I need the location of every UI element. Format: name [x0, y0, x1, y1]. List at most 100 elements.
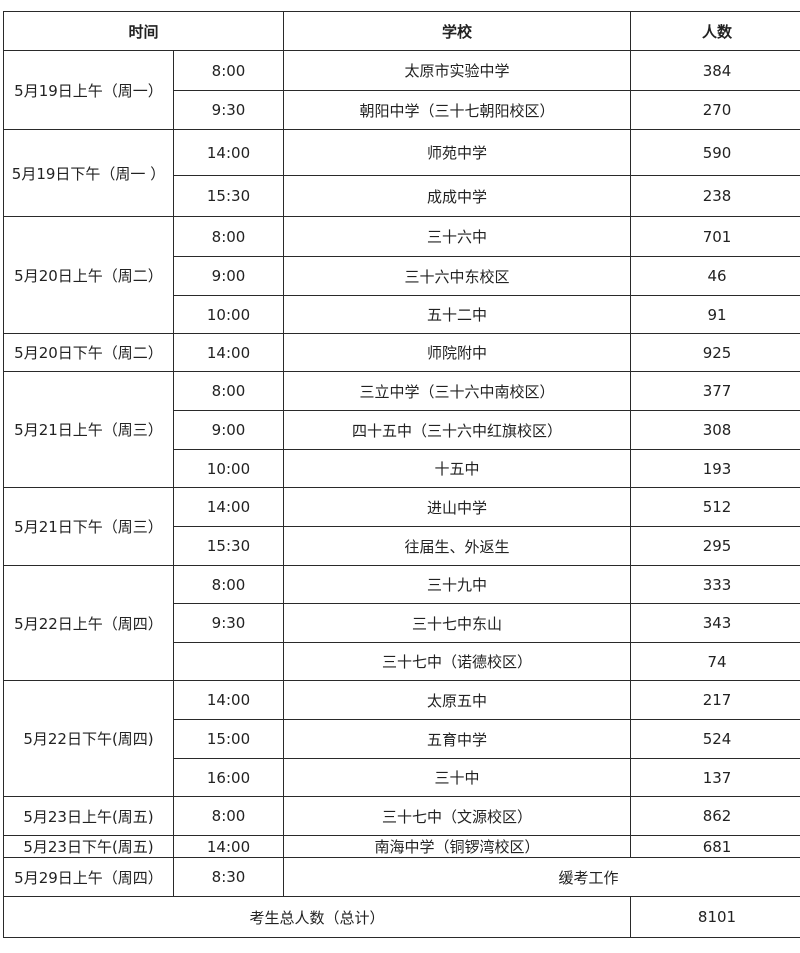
date-cell: 5月20日上午（周二）	[3, 216, 174, 334]
school-cell: 十五中	[283, 449, 632, 488]
count-cell: 862	[630, 796, 800, 836]
deferred-row: 5月29日上午（周四） 8:30 缓考工作	[3, 857, 800, 897]
exam-schedule-table: 时间 学校 人数 5月19日上午（周一） 8:00 太原市实验中学 384 9:30 朝阳…	[2, 11, 800, 938]
table-row: 9:30 三十七中东山 343	[4, 603, 800, 643]
time-cell: 10:00	[172, 295, 285, 334]
count-cell: 46	[630, 256, 800, 296]
school-cell: 三十中	[283, 758, 632, 797]
table-row: 5月21日下午（周三） 14:00 进山中学 512	[3, 487, 800, 566]
count-cell: 377	[630, 371, 800, 411]
table-row: 5月22日下午(周四) 14:00 太原五中 217	[3, 680, 800, 797]
time-cell: 15:30	[172, 175, 285, 217]
time-cell: 15:30	[172, 526, 285, 566]
school-cell: 南海中学（铜锣湾校区）	[283, 835, 632, 858]
table-row: 5月19日下午（周一 ） 14:00 师苑中学 590	[3, 129, 800, 217]
school-cell: 四十五中（三十六中红旗校区）	[283, 410, 632, 450]
school-cell: 三十六中	[283, 216, 632, 257]
school-cell: 师院附中	[283, 333, 632, 372]
count-cell: 701	[630, 216, 800, 257]
school-cell: 三十九中	[283, 565, 632, 604]
school-cell: 朝阳中学（三十七朝阳校区）	[283, 90, 632, 130]
table-row: 5月21日上午（周三） 8:00 三立中学（三十六中南校区） 377	[3, 371, 800, 488]
count-cell: 217	[630, 680, 800, 720]
count-cell: 333	[630, 565, 800, 604]
school-cell: 三十六中东校区	[283, 256, 632, 296]
total-label: 考生总人数（总计）	[2, 896, 632, 938]
table-row: 5月23日上午(周五) 8:00 三十七中（文源校区） 862	[3, 796, 800, 836]
header-time: 时间	[2, 11, 285, 51]
school-cell: 成成中学	[283, 175, 632, 217]
date-cell: 5月21日上午（周三）	[3, 371, 174, 488]
date-cell: 5月19日上午（周一）	[3, 50, 174, 130]
table-row: 9:00 四十五中（三十六中红旗校区） 308	[4, 410, 800, 450]
table-row: 15:30 往届生、外返生 295	[4, 526, 800, 566]
date-cell: 5月29日上午（周四）	[3, 857, 174, 897]
header-school: 学校	[283, 11, 632, 51]
time-cell: 16:00	[172, 758, 285, 797]
time-cell: 9:00	[172, 410, 285, 450]
count-cell: 308	[630, 410, 800, 450]
deferred-label: 缓考工作	[283, 857, 800, 897]
school-cell: 太原五中	[283, 680, 632, 720]
time-cell: 14:00	[172, 333, 285, 372]
table-row: 5月23日下午(周五) 14:00 南海中学（铜锣湾校区） 681	[3, 835, 800, 858]
time-cell: 14:00	[172, 129, 285, 176]
date-cell: 5月22日上午（周四）	[3, 565, 174, 681]
count-cell: 270	[630, 90, 800, 130]
time-cell: 8:00	[172, 565, 285, 604]
time-cell: 9:30	[172, 90, 285, 130]
school-cell: 三十七中（文源校区）	[283, 796, 632, 836]
count-cell: 590	[630, 129, 800, 176]
time-cell: 9:00	[172, 256, 285, 296]
time-cell: 10:00	[172, 449, 285, 488]
count-cell: 238	[630, 175, 800, 217]
time-cell: 8:00	[172, 796, 285, 836]
table-row: 5月22日上午（周四） 8:00 三十九中 333	[3, 565, 800, 681]
date-cell: 5月23日上午(周五)	[3, 796, 174, 836]
time-cell: 8:00	[172, 371, 285, 411]
count-cell: 925	[630, 333, 800, 372]
time-cell: 14:00	[172, 680, 285, 720]
school-cell: 三十七中东山	[283, 603, 632, 643]
school-cell: 五育中学	[283, 719, 632, 759]
count-cell: 384	[630, 50, 800, 91]
time-cell: 9:30	[172, 603, 285, 643]
count-cell: 193	[630, 449, 800, 488]
school-cell: 三立中学（三十六中南校区）	[283, 371, 632, 411]
school-cell: 太原市实验中学	[283, 50, 632, 91]
table-row: 9:00 三十六中东校区 46	[4, 256, 800, 296]
school-cell: 往届生、外返生	[283, 526, 632, 566]
count-cell: 91	[630, 295, 800, 334]
count-cell: 295	[630, 526, 800, 566]
school-cell: 三十七中（诺德校区）	[283, 642, 632, 681]
time-cell: 8:30	[172, 857, 285, 897]
header-count: 人数	[630, 11, 800, 51]
time-cell	[172, 642, 285, 681]
time-cell: 8:00	[172, 216, 285, 257]
table-row: 5月20日上午（周二） 8:00 三十六中 701	[3, 216, 800, 334]
school-cell: 进山中学	[283, 487, 632, 527]
school-cell: 五十二中	[283, 295, 632, 334]
table-row: 15:00 五育中学 524	[4, 719, 800, 759]
time-cell: 14:00	[172, 487, 285, 527]
date-cell: 5月19日下午（周一 ）	[3, 129, 174, 217]
total-row: 考生总人数（总计） 8101	[2, 896, 800, 938]
date-cell: 5月21日下午（周三）	[3, 487, 174, 566]
time-cell: 8:00	[172, 50, 285, 91]
count-cell: 512	[630, 487, 800, 527]
total-count: 8101	[630, 896, 800, 938]
date-cell: 5月20日下午（周二）	[3, 333, 174, 372]
table-row: 10:00 十五中 193	[4, 449, 800, 488]
time-cell: 15:00	[172, 719, 285, 759]
count-cell: 343	[630, 603, 800, 643]
count-cell: 137	[630, 758, 800, 797]
table-row: 5月20日下午（周二） 14:00 师院附中 925	[3, 333, 800, 372]
date-cell: 5月23日下午(周五)	[3, 835, 174, 858]
count-cell: 681	[630, 835, 800, 858]
date-cell: 5月22日下午(周四)	[3, 680, 174, 797]
header-row: 时间 学校 人数	[2, 11, 800, 51]
count-cell: 524	[630, 719, 800, 759]
count-cell: 74	[630, 642, 800, 681]
time-cell: 14:00	[172, 835, 285, 858]
school-cell: 师苑中学	[283, 129, 632, 176]
